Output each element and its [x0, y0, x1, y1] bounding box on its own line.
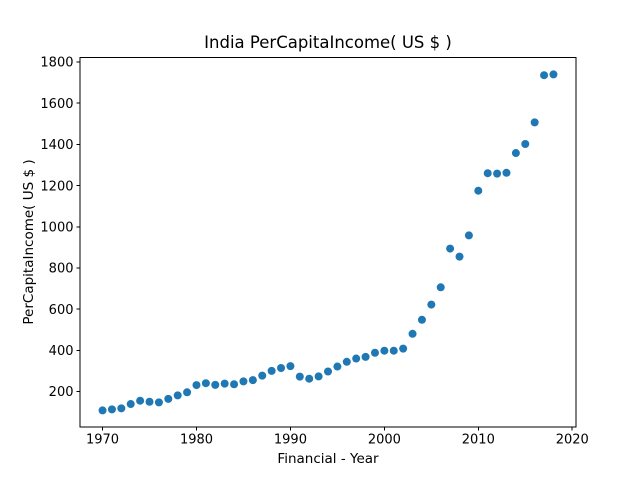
- y-tick-label: 1200: [40, 179, 73, 194]
- y-tick-label: 1000: [40, 220, 73, 235]
- y-tick-label: 600: [49, 303, 74, 318]
- data-point: [145, 397, 154, 406]
- data-point: [324, 367, 332, 376]
- data-point: [220, 379, 229, 388]
- data-point: [408, 329, 417, 338]
- x-tick-label: 1990: [274, 433, 307, 448]
- data-point: [117, 404, 126, 413]
- data-point: [464, 231, 473, 240]
- data-point: [502, 168, 511, 177]
- data-point: [248, 376, 257, 385]
- x-tick-label: 1980: [180, 433, 213, 448]
- data-point: [98, 406, 107, 415]
- data-point: [333, 362, 342, 371]
- data-point: [173, 391, 182, 400]
- data-point: [107, 405, 116, 414]
- data-point: [126, 400, 135, 409]
- data-point: [286, 362, 295, 371]
- data-point: [474, 186, 483, 195]
- data-point: [305, 374, 314, 383]
- data-point: [427, 300, 436, 309]
- data-point: [201, 379, 210, 388]
- data-point: [521, 139, 530, 148]
- data-point: [511, 149, 520, 158]
- x-tick-label: 2000: [368, 433, 401, 448]
- data-point: [399, 344, 408, 353]
- data-point: [230, 380, 239, 389]
- data-point: [183, 388, 192, 397]
- x-tick-label: 1970: [86, 433, 119, 448]
- y-tick-label: 1800: [40, 56, 73, 71]
- data-point: [455, 252, 464, 261]
- data-point: [446, 244, 455, 253]
- data-point: [549, 70, 558, 79]
- y-tick-label: 200: [49, 385, 74, 400]
- data-point: [417, 315, 426, 324]
- x-tick-label: 2020: [556, 433, 589, 448]
- data-point: [136, 396, 145, 405]
- data-point: [540, 71, 549, 80]
- data-point: [493, 169, 502, 178]
- y-tick-label: 800: [49, 262, 74, 277]
- data-point: [258, 371, 267, 380]
- x-axis-label: Financial - Year: [277, 451, 379, 467]
- data-point: [192, 381, 201, 390]
- plot-border: [79, 57, 577, 428]
- data-point: [361, 352, 370, 361]
- data-point: [370, 348, 379, 357]
- data-point: [342, 357, 351, 366]
- data-point: [239, 377, 248, 386]
- y-axis-label: PerCapitaIncome( US $ ): [21, 159, 37, 325]
- data-point: [380, 346, 389, 355]
- data-point: [295, 372, 304, 381]
- y-tick-label: 1600: [40, 97, 73, 112]
- data-point: [164, 394, 173, 403]
- data-point: [314, 372, 323, 381]
- x-tick-label: 2010: [462, 433, 495, 448]
- data-point: [154, 398, 163, 407]
- y-tick-label: 400: [49, 344, 74, 359]
- data-point: [277, 363, 286, 372]
- data-point: [389, 346, 398, 355]
- chart-title: India PerCapitaIncome( US $ ): [204, 33, 452, 52]
- data-point: [436, 283, 445, 292]
- data-point: [211, 380, 220, 389]
- data-point: [352, 354, 361, 363]
- data-point: [530, 118, 539, 127]
- y-tick-label: 1400: [40, 138, 73, 153]
- data-point: [267, 366, 276, 375]
- data-point: [483, 169, 492, 178]
